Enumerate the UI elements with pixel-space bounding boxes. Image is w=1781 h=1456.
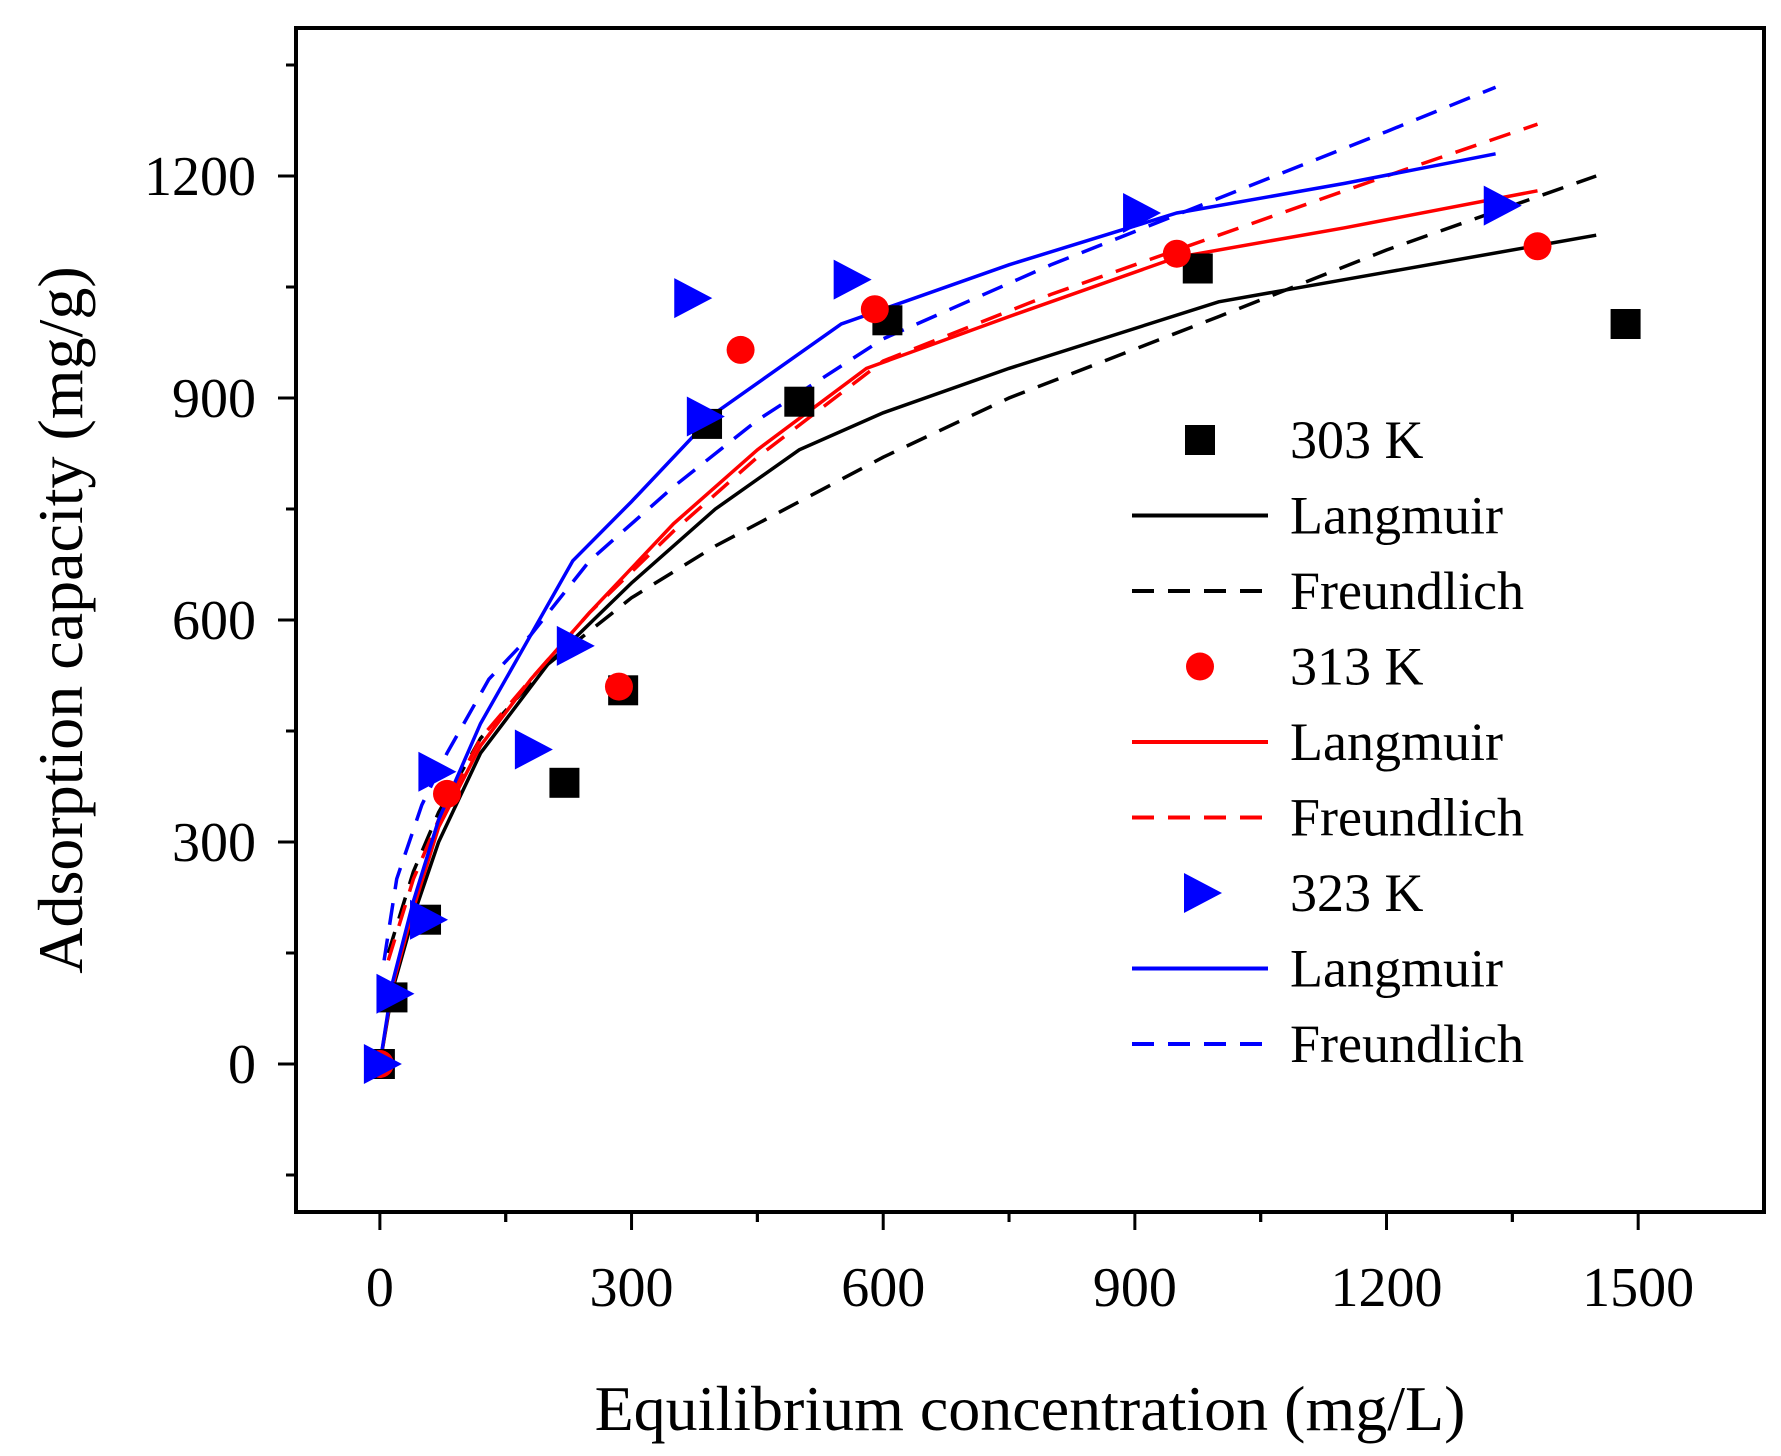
solid-fit-line-7	[378, 152, 1496, 1065]
x-axis-title: Equilibrium concentration (mg/L)	[595, 1373, 1466, 1444]
legend-label: Freundlich	[1290, 561, 1524, 621]
data-point-circle	[726, 335, 755, 364]
data-point-square	[549, 767, 580, 798]
legend-label: Langmuir	[1290, 712, 1503, 772]
y-tick-label: 1200	[144, 146, 256, 208]
y-axis-title: Adsorption capacity (mg/g)	[25, 266, 96, 973]
legend-label: 303 K	[1290, 410, 1424, 470]
data-point-triangle-right	[376, 973, 415, 1014]
legend-swatch-circle	[1186, 652, 1214, 681]
data-point-triangle-right	[514, 729, 553, 770]
data-point-circle	[1162, 239, 1191, 268]
legend-label: 313 K	[1290, 637, 1424, 697]
data-point-triangle-right	[674, 278, 713, 319]
x-tick-label: 1200	[1331, 1257, 1443, 1319]
x-tick-label: 0	[366, 1257, 394, 1319]
data-point-square	[784, 386, 815, 417]
x-tick-label: 1500	[1582, 1257, 1694, 1319]
x-tick-label: 600	[841, 1257, 925, 1319]
legend-label: Langmuir	[1290, 939, 1503, 999]
legend-swatch-triangle-right	[1184, 873, 1222, 913]
solid-fit-line-1	[378, 233, 1597, 1065]
data-point-triangle-right	[1123, 193, 1162, 233]
legend-label: Freundlich	[1290, 788, 1524, 848]
data-point-circle	[1523, 232, 1552, 261]
data-point-triangle-right	[833, 259, 872, 300]
y-tick-label: 900	[172, 368, 256, 430]
data-point-triangle-right	[418, 751, 457, 792]
data-point-triangle-right	[363, 1044, 402, 1084]
data-point-square	[1610, 309, 1641, 339]
data-point-circle	[432, 779, 461, 808]
data-point-triangle-right	[556, 625, 595, 666]
data-point-circle	[604, 672, 633, 701]
data-point-triangle-right	[686, 396, 725, 437]
data-point-circle	[860, 295, 889, 324]
x-tick-label: 900	[1093, 1257, 1177, 1319]
dashed-fit-line-2	[386, 174, 1597, 954]
dashed-fit-line-8	[382, 85, 1497, 961]
data-point-triangle-right	[1483, 185, 1522, 226]
legend-label: Langmuir	[1290, 486, 1503, 546]
legend-label: 323 K	[1290, 863, 1424, 923]
plot-frame	[294, 26, 1766, 1214]
y-tick-label: 300	[172, 812, 256, 874]
legend-swatch-square	[1185, 425, 1215, 455]
data-point-triangle-right	[410, 899, 449, 940]
y-tick-label: 600	[172, 590, 256, 652]
x-tick-label: 300	[590, 1257, 674, 1319]
solid-fit-line-4	[378, 189, 1538, 1065]
y-tick-label: 0	[228, 1034, 256, 1096]
legend-label: Freundlich	[1290, 1014, 1524, 1074]
